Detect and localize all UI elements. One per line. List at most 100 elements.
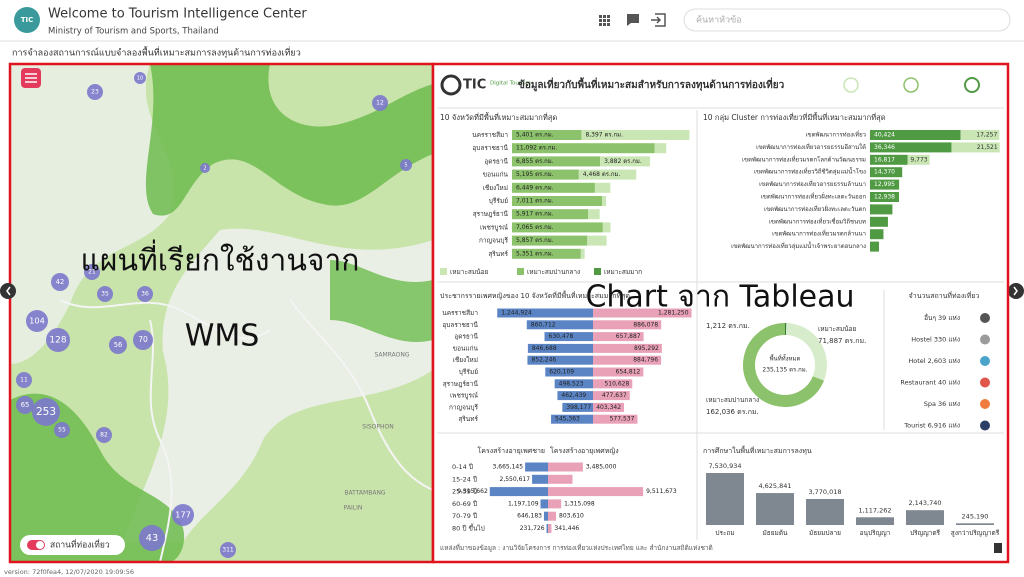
bar-label: 654,812 <box>616 369 641 376</box>
map-cluster <box>200 163 210 173</box>
app-title: Welcome to Tourism Intelligence Center <box>48 7 307 22</box>
x-label: มัธยมต้น <box>762 529 788 537</box>
search-placeholder: ค้นหาหัวข้อ <box>696 15 742 26</box>
row-label: เขตพัฒนาการท่องเที่ยววิถีชีวิตลุ่มแม่น้ำ… <box>754 166 866 176</box>
bar-label: 403,342 <box>596 404 621 411</box>
cluster-count: 104 <box>29 316 45 326</box>
bar-label: 5,195 ตร.กม. <box>516 171 554 178</box>
legend-label: เหมาะสมปานกลาง <box>527 268 580 276</box>
panel-title: จำนวนสถานที่ท่องเที่ยว <box>909 291 980 300</box>
x-label: มัธยมปลาย <box>809 529 841 537</box>
bar <box>870 241 879 252</box>
panel-title: 10 กลุ่ม Cluster การท่องเที่ยวที่มีพื้นท… <box>703 112 886 122</box>
cluster-count: 23 <box>91 89 99 96</box>
cluster-count: 177 <box>175 510 191 520</box>
bar-label: 8,397 ตร.กม. <box>585 132 623 139</box>
chat-icon[interactable] <box>627 14 639 26</box>
bar-label: 5,351 ตร.กม. <box>516 250 554 257</box>
dashboard-logo: TIC <box>463 78 486 93</box>
map-forest <box>330 260 433 343</box>
bar-label: 884,796 <box>633 357 658 364</box>
bar <box>512 182 595 193</box>
bar <box>870 179 900 190</box>
map-toggle[interactable] <box>20 535 125 555</box>
rating-mid[interactable] <box>903 77 919 93</box>
bar-label: 846,688 <box>532 345 557 352</box>
row-label: สุราษฎร์ธานี <box>443 380 479 388</box>
bar <box>870 192 899 202</box>
bar-label: 16,817 <box>874 156 895 163</box>
place-icon <box>980 356 990 366</box>
row-label: 15-24 ปี <box>452 475 477 483</box>
donut-segment <box>785 323 827 381</box>
map-cluster <box>372 95 388 111</box>
nav-left[interactable] <box>0 283 16 299</box>
rating-low[interactable] <box>843 77 859 93</box>
row-label: กาญจนบุรี <box>449 403 479 411</box>
cluster-count: 65 <box>21 401 30 409</box>
bar <box>512 143 655 154</box>
bar-label: 7,065 ตร.กม. <box>516 224 554 231</box>
map-cluster <box>26 310 48 332</box>
place-count: Spa 36 แห่ง <box>924 400 960 408</box>
legend-swatch <box>594 268 601 275</box>
map-overlay-text: แผนที่เรียกใช้งานจาก <box>81 240 360 279</box>
bar <box>870 167 903 178</box>
row-label: เขตพัฒนาการท่องเที่ยวเชื่อมวิถีชนบท <box>769 217 866 225</box>
place-icon <box>980 334 990 345</box>
bar-label: 646,183 <box>517 513 542 520</box>
bar-label: 886,078 <box>633 321 658 328</box>
bar-label: 14,370 <box>874 169 895 176</box>
bar <box>512 156 601 167</box>
search-box[interactable] <box>683 8 1011 32</box>
cluster-count: 10 <box>137 76 143 82</box>
bar-label: 1,244,924 <box>501 310 532 317</box>
toggle-knob <box>36 541 44 549</box>
bar <box>593 308 692 318</box>
grid-icon[interactable] <box>599 15 610 26</box>
bar-label: 7,011 ตร.กม. <box>516 198 554 205</box>
map-forest <box>10 393 185 562</box>
map-cluster <box>96 427 112 443</box>
bar-label: 4,625,841 <box>758 482 791 490</box>
bar <box>588 209 600 220</box>
row-label: เชียงใหม่ <box>453 356 478 364</box>
row-label: สุราษฎร์ธานี <box>473 210 509 218</box>
rating-high[interactable] <box>964 77 980 93</box>
map-cluster <box>133 330 153 350</box>
logout-icon[interactable] <box>651 13 666 27</box>
bar-label: 3,882 ตร.กม. <box>604 158 642 165</box>
donut-center-value: 235,135 ตร.กม. <box>762 367 807 374</box>
map-cluster <box>134 72 146 84</box>
bar-label: 1,197,109 <box>508 500 539 507</box>
bar-label: 2,550,617 <box>500 476 531 483</box>
bar-label: 498,523 <box>559 380 584 387</box>
bar <box>806 498 844 525</box>
x-label: ปริญญาตรี <box>910 529 941 537</box>
row-label: บุรีรัมย์ <box>489 197 508 205</box>
bar <box>870 229 884 240</box>
map[interactable] <box>10 64 433 562</box>
pdf-icon[interactable] <box>994 543 1002 553</box>
bar <box>593 414 638 424</box>
row-label: เขตพัฒนาการท่องเที่ยวอารยธรรมล้านนา <box>759 180 866 188</box>
bar-label: 477,637 <box>602 392 627 399</box>
bar <box>578 169 637 180</box>
place-label: PAILIN <box>344 505 363 512</box>
place-count: Tourist 6,916 แห่ง <box>903 422 960 430</box>
bar <box>602 196 606 206</box>
cluster-count: 55 <box>58 427 66 434</box>
bar <box>546 524 548 533</box>
nav-right[interactable] <box>1008 283 1024 299</box>
bar <box>548 524 552 533</box>
bar <box>706 473 744 525</box>
cluster-count: 21 <box>88 269 96 276</box>
bar <box>951 142 1000 153</box>
cluster-count: 35 <box>101 291 109 298</box>
bar-label: 9,511,673 <box>646 488 677 495</box>
bar <box>527 343 593 353</box>
donut-label: เหมาะสมน้อย <box>818 325 857 333</box>
bar-label: 630,478 <box>549 333 574 340</box>
row-label: เขตพัฒนาการท่องเที่ยวมรดกล้านนา <box>772 230 866 238</box>
cluster-count: 253 <box>36 406 56 418</box>
